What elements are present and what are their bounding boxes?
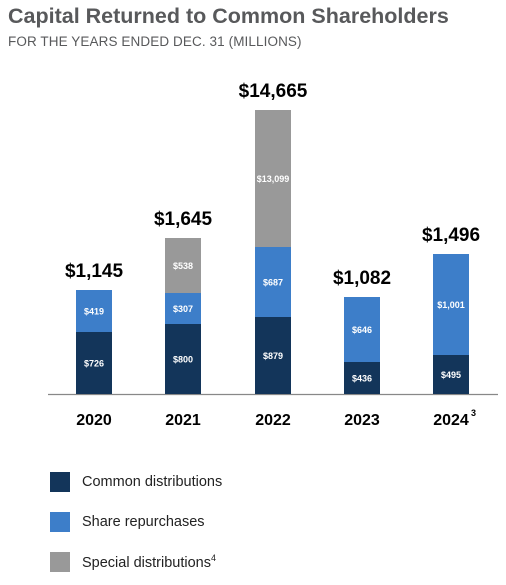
bar-common-2022 bbox=[255, 317, 291, 394]
legend-label-special: Special distributions4 bbox=[82, 553, 216, 571]
legend-swatch-special bbox=[50, 552, 70, 572]
x-tick-footnote-2024: 3 bbox=[471, 408, 476, 418]
total-label-2023: $1,082 bbox=[333, 268, 391, 289]
data-label-special-2022: $13,099 bbox=[257, 174, 290, 184]
x-tick-label-2023: 2023 bbox=[344, 412, 380, 429]
legend-item-common: Common distributions bbox=[50, 462, 222, 502]
legend-item-special: Special distributions4 bbox=[50, 542, 222, 582]
bar-common-2024 bbox=[433, 355, 469, 394]
data-label-common-2024: $495 bbox=[441, 370, 461, 380]
bar-repurchase-2024 bbox=[433, 254, 469, 355]
bar-special-2022 bbox=[255, 110, 291, 247]
total-label-2022: $14,665 bbox=[239, 81, 308, 102]
data-label-repurchase-2022: $687 bbox=[263, 278, 283, 288]
data-label-common-2021: $800 bbox=[173, 355, 193, 365]
legend-item-repurchase: Share repurchases bbox=[50, 502, 222, 542]
bar-repurchase-2021 bbox=[165, 293, 201, 324]
data-label-special-2021: $538 bbox=[173, 261, 193, 271]
stacked-bar-chart: $726 $419 $1,145 2020 $800 $307 $538 $1,645 2021… bbox=[48, 81, 498, 429]
x-tick-label-2022: 2022 bbox=[255, 412, 291, 429]
bar-repurchase-2022 bbox=[255, 247, 291, 317]
legend-footnote-special: 4 bbox=[210, 553, 216, 564]
data-label-common-2022: $879 bbox=[263, 351, 283, 361]
data-label-repurchase-2021: $307 bbox=[173, 304, 193, 314]
data-label-repurchase-2020: $419 bbox=[84, 307, 104, 317]
bar-repurchase-2020 bbox=[76, 290, 112, 332]
bar-special-2021 bbox=[165, 238, 201, 293]
data-label-repurchase-2024: $1,001 bbox=[437, 300, 465, 310]
total-label-2021: $1,645 bbox=[154, 209, 213, 230]
x-tick-label-2020: 2020 bbox=[76, 412, 112, 429]
data-label-common-2020: $726 bbox=[84, 359, 104, 369]
x-tick-label-2021: 2021 bbox=[165, 412, 201, 429]
legend-swatch-repurchase bbox=[50, 512, 70, 532]
chart-subtitle: FOR THE YEARS ENDED DEC. 31 (MILLIONS) bbox=[8, 34, 302, 49]
bar-repurchase-2023 bbox=[344, 297, 380, 362]
bar-common-2021 bbox=[165, 324, 201, 394]
chart-title: Capital Returned to Common Shareholders bbox=[8, 4, 449, 28]
x-tick-label-2024: 2024 bbox=[433, 412, 469, 429]
legend: Common distributions Share repurchases S… bbox=[50, 462, 222, 582]
data-label-common-2023: $436 bbox=[352, 374, 372, 384]
legend-label-common: Common distributions bbox=[82, 474, 223, 490]
legend-label-repurchase: Share repurchases bbox=[82, 514, 205, 530]
total-label-2020: $1,145 bbox=[65, 261, 124, 282]
data-label-repurchase-2023: $646 bbox=[352, 325, 372, 335]
bar-common-2020 bbox=[76, 332, 112, 394]
bar-common-2023 bbox=[344, 362, 380, 394]
total-label-2024: $1,496 bbox=[422, 225, 480, 246]
legend-swatch-common bbox=[50, 472, 70, 492]
